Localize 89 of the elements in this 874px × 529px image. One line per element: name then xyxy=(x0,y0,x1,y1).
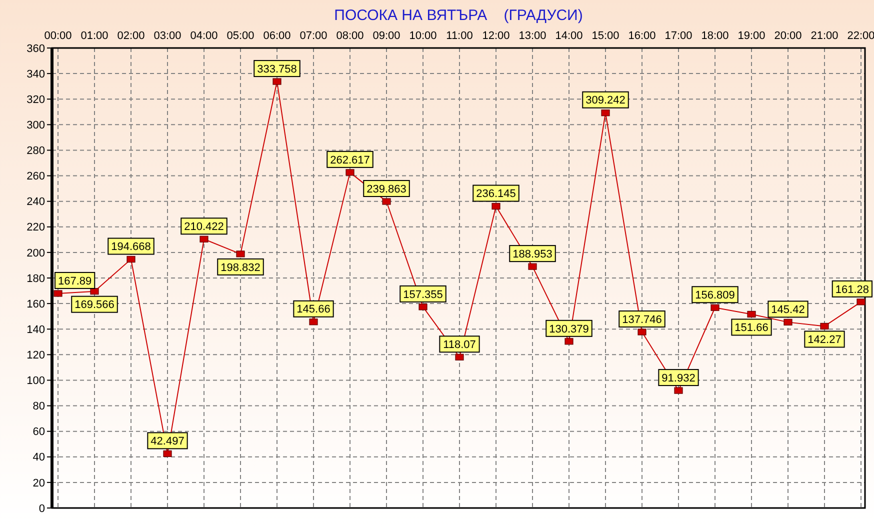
data-label: 157.355 xyxy=(403,288,443,301)
data-label: 137.746 xyxy=(622,314,662,326)
x-tick-label: 10:00 xyxy=(409,30,437,42)
y-tick-label: 200 xyxy=(26,247,45,260)
data-label: 42.497 xyxy=(150,436,184,448)
y-tick-label: 260 xyxy=(26,170,45,183)
x-tick-label: 08:00 xyxy=(336,30,364,42)
data-label: 145.66 xyxy=(296,304,330,316)
y-tick-label: 240 xyxy=(26,196,45,208)
y-tick-label: 220 xyxy=(26,222,45,234)
y-tick-label: 300 xyxy=(26,120,45,132)
x-tick-label: 01:00 xyxy=(80,30,108,42)
x-tick-label: 17:00 xyxy=(664,30,692,42)
x-tick-label: 13:00 xyxy=(518,30,546,42)
point xyxy=(126,256,136,263)
point xyxy=(492,202,500,210)
x-tick-label: 16:00 xyxy=(628,30,656,42)
chart-title: ПОСОКА НА ВЯТЪРА (ГРАДУСИ) xyxy=(334,7,583,24)
x-tick-label: 18:00 xyxy=(701,30,729,42)
y-tick-label: 20 xyxy=(32,477,45,490)
y-tick-label: 280 xyxy=(26,145,45,158)
data-label: 239.863 xyxy=(366,183,406,196)
data-label: 145.42 xyxy=(771,304,805,316)
point xyxy=(710,304,720,311)
point xyxy=(528,263,537,270)
point xyxy=(309,318,318,326)
data-label: 167.89 xyxy=(58,275,92,288)
point xyxy=(638,328,646,336)
x-tick-label: 06:00 xyxy=(263,30,291,42)
x-tick-label: 05:00 xyxy=(226,30,254,42)
data-label: 130.379 xyxy=(549,323,589,336)
data-label: 142.27 xyxy=(808,334,842,346)
data-label: 169.566 xyxy=(74,299,114,312)
x-tick-label: 07:00 xyxy=(300,30,328,42)
x-tick-label: 15:00 xyxy=(592,30,620,42)
point xyxy=(820,322,829,330)
point xyxy=(382,198,391,205)
x-tick-label: 20:00 xyxy=(774,30,802,42)
point xyxy=(856,298,866,306)
point xyxy=(163,450,172,457)
y-tick-label: 40 xyxy=(32,452,45,464)
x-tick-label: 22:00 xyxy=(847,30,874,42)
point xyxy=(346,169,354,176)
y-tick-label: 0 xyxy=(38,502,45,515)
y-tick-label: 60 xyxy=(32,426,45,438)
point xyxy=(747,310,756,318)
y-tick-label: 80 xyxy=(32,400,45,413)
x-tick-label: 12:00 xyxy=(482,30,510,42)
point xyxy=(455,354,464,360)
data-label: 333.758 xyxy=(257,63,297,76)
data-label: 236.145 xyxy=(476,188,516,200)
x-tick-label: 21:00 xyxy=(810,30,838,42)
y-tick-label: 140 xyxy=(26,324,45,336)
data-label: 198.832 xyxy=(220,262,260,274)
point xyxy=(784,318,792,326)
data-label: 309.242 xyxy=(586,94,626,107)
y-tick-label: 160 xyxy=(26,298,45,310)
point xyxy=(90,288,99,295)
data-label: 118.07 xyxy=(443,338,476,351)
x-tick-label: 14:00 xyxy=(555,30,583,42)
point xyxy=(272,78,282,85)
x-tick-label: 04:00 xyxy=(190,30,218,42)
data-label: 151.66 xyxy=(734,322,768,334)
point xyxy=(54,290,62,297)
data-label: 91.932 xyxy=(662,372,696,384)
x-tick-label: 03:00 xyxy=(154,30,182,42)
y-tick-label: 120 xyxy=(26,350,45,362)
y-tick-label: 100 xyxy=(26,375,45,388)
data-label: 161.28 xyxy=(835,284,870,296)
y-tick-label: 320 xyxy=(26,94,45,106)
x-tick-label: 00:00 xyxy=(44,30,72,42)
x-tick-label: 11:00 xyxy=(446,30,473,42)
point xyxy=(236,250,245,258)
data-label: 156.809 xyxy=(695,289,735,302)
data-label: 210.422 xyxy=(184,220,224,233)
data-label: 188.953 xyxy=(512,248,552,260)
point xyxy=(601,110,610,116)
y-tick-label: 340 xyxy=(26,68,45,80)
point xyxy=(564,338,574,345)
point xyxy=(200,236,208,242)
point xyxy=(674,387,683,394)
y-tick-label: 180 xyxy=(26,272,45,285)
y-tick-label: 360 xyxy=(26,42,45,55)
x-tick-label: 19:00 xyxy=(738,30,766,42)
x-tick-label: 02:00 xyxy=(117,30,145,42)
data-label: 194.668 xyxy=(111,241,151,254)
data-label: 262.617 xyxy=(330,154,370,166)
x-tick-label: 09:00 xyxy=(372,30,400,42)
point xyxy=(418,304,428,310)
